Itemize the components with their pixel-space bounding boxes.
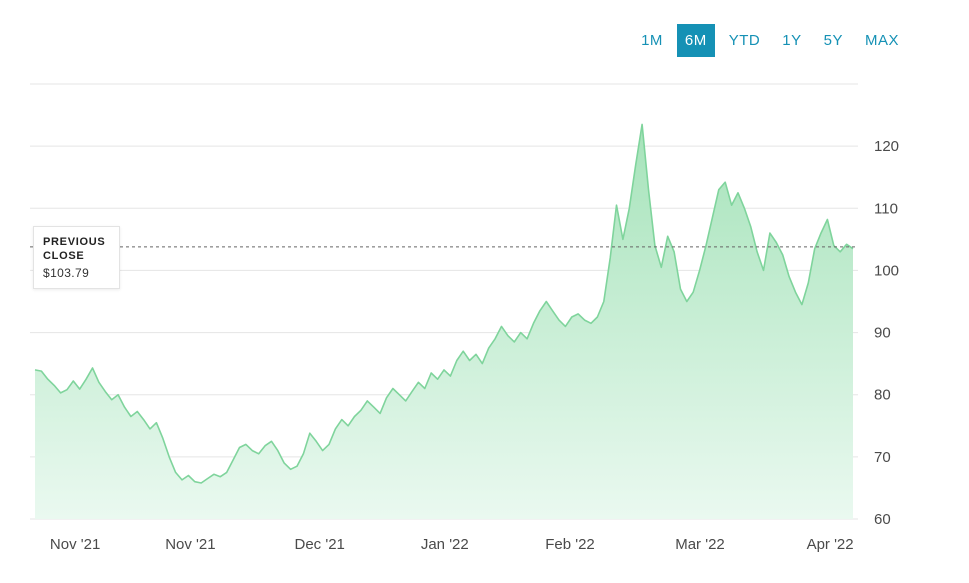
x-axis-label: Jan '22 [421, 536, 469, 553]
y-axis-label: 80 [874, 387, 891, 404]
previous-close-label: PREVIOUS CLOSE $103.79 [33, 226, 120, 289]
y-axis-label: 60 [874, 511, 891, 528]
x-axis-label: Feb '22 [545, 536, 595, 553]
range-button-6m[interactable]: 6M [676, 24, 715, 57]
range-button-max[interactable]: MAX [857, 24, 907, 57]
previous-close-title: PREVIOUS CLOSE [43, 236, 106, 263]
y-axis-label: 90 [874, 325, 891, 342]
x-axis-label: Dec '21 [295, 536, 345, 553]
range-selector: 1M 6M YTD 1Y 5Y MAX [633, 24, 907, 57]
y-axis-label: 110 [874, 200, 898, 217]
previous-close-value: $103.79 [43, 265, 90, 280]
x-axis-label: Nov '21 [50, 536, 100, 553]
price-area [35, 124, 853, 520]
range-button-ytd[interactable]: YTD [721, 24, 769, 57]
y-axis-label: 70 [874, 449, 891, 466]
range-button-1m[interactable]: 1M [633, 24, 671, 57]
y-axis-label: 100 [874, 262, 899, 279]
x-axis-label: Nov '21 [165, 536, 215, 553]
range-button-5y[interactable]: 5Y [816, 24, 851, 57]
x-axis-label: Apr '22 [807, 536, 854, 553]
y-axis-label: 120 [874, 138, 899, 155]
x-axis-label: Mar '22 [675, 536, 725, 553]
range-button-1y[interactable]: 1Y [774, 24, 809, 57]
price-line [34, 123, 854, 484]
